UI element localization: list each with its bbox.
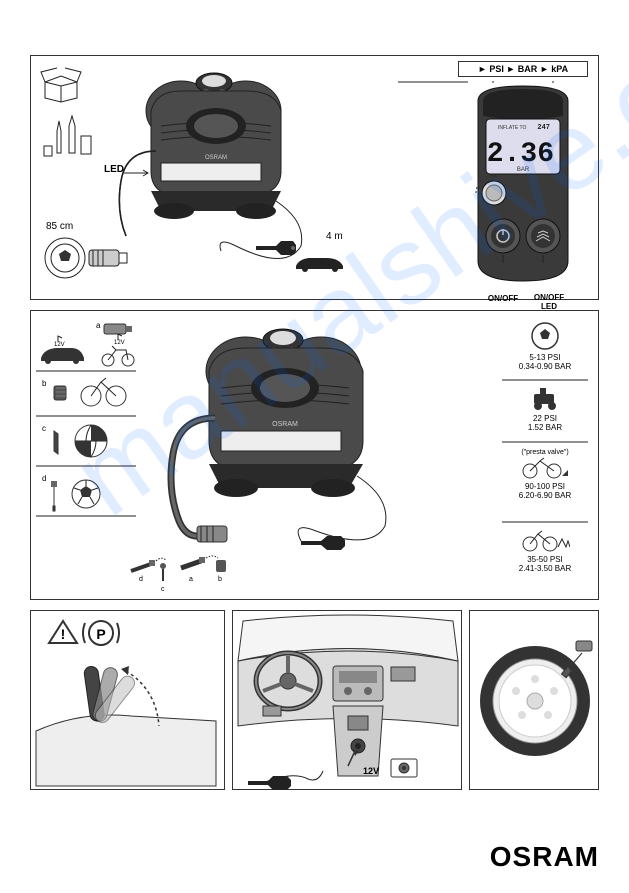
parking-brake-illustration: ! P xyxy=(31,611,226,791)
divider xyxy=(502,521,588,523)
presta-note: ("presta valve") xyxy=(521,449,568,456)
svg-text:b: b xyxy=(218,576,222,583)
svg-text:OSRAM: OSRAM xyxy=(272,421,298,428)
adapter-needles-icon xyxy=(39,111,99,161)
svg-text:d: d xyxy=(139,576,143,583)
unit-brand-label: OSRAM xyxy=(205,155,227,161)
divider xyxy=(502,441,588,443)
psi-range: 22 PSI xyxy=(533,414,557,423)
hose-length-label: 85 cm xyxy=(46,221,73,232)
panel-power-socket: 12V xyxy=(232,610,462,790)
svg-text:a: a xyxy=(96,321,101,330)
inflate-to-label: INFLATE TO xyxy=(498,125,526,131)
road-bike-icon xyxy=(520,456,570,480)
panel-tire-valve xyxy=(469,610,599,790)
svg-text:c: c xyxy=(161,586,165,593)
panel-box-contents: OSRAM LED 85 cm 4 m xyxy=(30,55,599,300)
soccer-ball-icon xyxy=(530,321,560,351)
svg-text:!: ! xyxy=(61,626,66,642)
svg-text:12V: 12V xyxy=(54,342,65,348)
arrow-icon: ► xyxy=(478,64,487,74)
psi-range: 90-100 PSI xyxy=(525,482,565,491)
led-label: LED xyxy=(104,164,124,175)
tire-illustration xyxy=(470,611,600,791)
psi-range: 5-13 PSI xyxy=(529,353,560,362)
hose-connector-icon xyxy=(43,236,133,286)
svg-text:a: a xyxy=(189,576,193,583)
arrow-icon: ► xyxy=(506,64,515,74)
kpa-label: kPA xyxy=(551,64,568,74)
bar-range: 2.41-3.50 BAR xyxy=(519,564,571,573)
arrow-icon: ► xyxy=(540,64,549,74)
mtb-icon xyxy=(520,529,570,553)
brand-logo: OSRAM xyxy=(490,841,599,873)
onoff-button-label: ON/OFF xyxy=(478,294,528,303)
svg-text:d: d xyxy=(42,474,46,483)
parking-symbol: P xyxy=(96,626,105,642)
unit-label: BAR xyxy=(517,167,530,173)
bar-label: BAR xyxy=(518,64,538,74)
mower-icon xyxy=(528,386,562,412)
display-unit-illustration: INFLATE TO 247 2.36 BAR xyxy=(458,81,588,296)
psi-range: 35-50 PSI xyxy=(527,555,563,564)
bar-range: 6.20-6.90 BAR xyxy=(519,491,571,500)
cable-length-label: 4 m xyxy=(326,231,343,242)
bar-range: 1.52 BAR xyxy=(528,423,562,432)
divider xyxy=(502,379,588,381)
bar-range: 0.34-0.90 BAR xyxy=(519,362,571,371)
display-detail: ► PSI ► BAR ► kPA INFLATE TO 247 2.36 BA… xyxy=(458,61,588,301)
car-silhouette-icon xyxy=(291,251,351,276)
compressor-usage-illustration: OSRAM xyxy=(151,326,411,556)
dashboard-illustration xyxy=(233,611,463,791)
manual-page: manualshive.com xyxy=(0,0,629,893)
box-icon xyxy=(39,64,84,104)
led-arrow xyxy=(123,168,153,178)
reading-value: 2.36 xyxy=(487,139,554,170)
svg-text:c: c xyxy=(42,424,46,433)
unit-selector-bar: ► PSI ► BAR ► kPA xyxy=(458,61,588,77)
pressure-presta: ("presta valve") 90-100 PSI 6.20-6.90 BA… xyxy=(500,447,590,500)
voltage-label: 12V xyxy=(363,766,379,776)
svg-text:12V: 12V xyxy=(114,340,125,346)
psi-label: PSI xyxy=(489,64,504,74)
pressure-mower: 22 PSI 1.52 BAR xyxy=(500,386,590,432)
onoff-led-button-label: ON/OFF LED xyxy=(524,293,574,311)
panel-usage-guide: a 12V 12V b c xyxy=(30,310,599,600)
pressure-mtb: 35-50 PSI 2.41-3.50 BAR xyxy=(500,529,590,573)
pressure-soccer: 5-13 PSI 0.34-0.90 BAR xyxy=(500,321,590,371)
panel-parking-brake: ! P xyxy=(30,610,225,790)
selector-callout-line xyxy=(398,77,478,87)
preset-value: 247 xyxy=(537,124,550,132)
svg-text:b: b xyxy=(42,379,47,388)
